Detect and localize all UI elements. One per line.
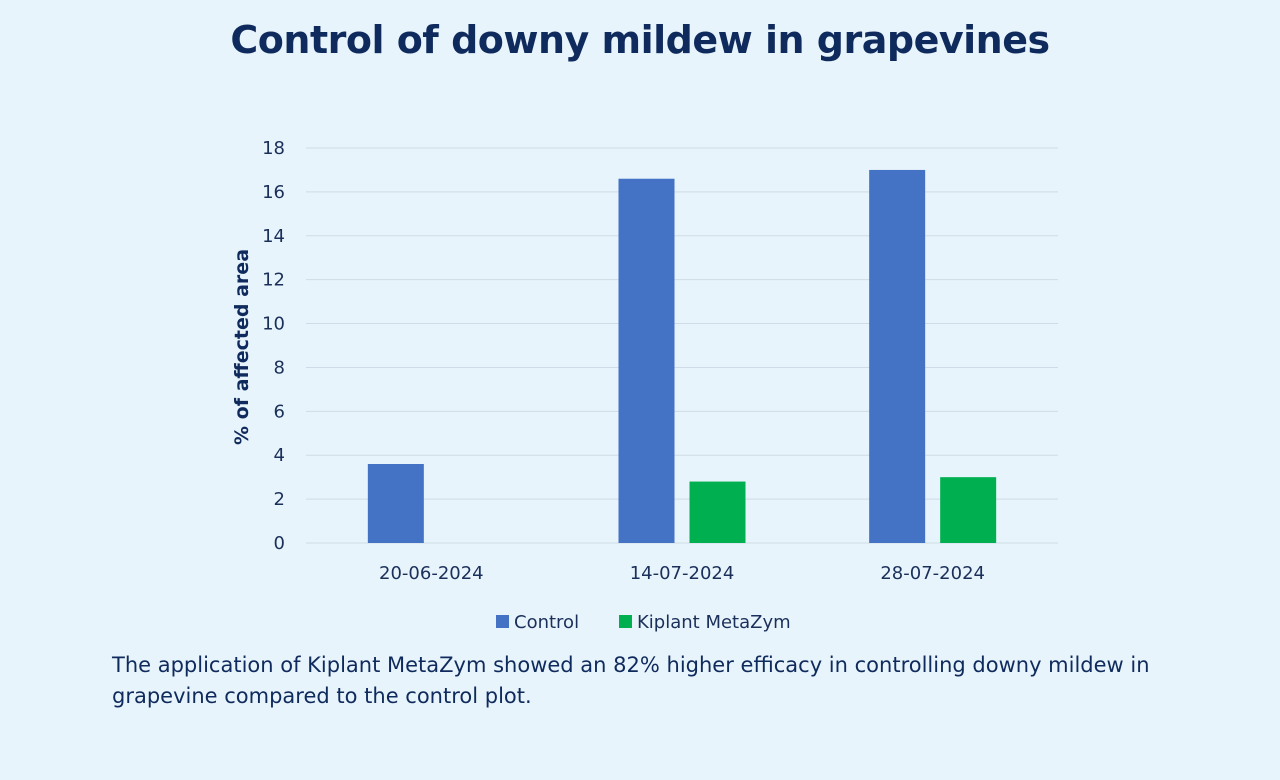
bar-control-14-07-2024 bbox=[618, 178, 675, 543]
y-axis-label: % of affected area bbox=[231, 249, 253, 445]
y-tick-label: 14 bbox=[262, 226, 285, 247]
x-tick-label: 20-06-2024 bbox=[379, 563, 484, 584]
x-axis-ticks: 20-06-2024 14-07-2024 28-07-2024 bbox=[379, 563, 985, 584]
bar-control-20-06-2024 bbox=[367, 464, 424, 543]
y-tick-label: 6 bbox=[274, 401, 285, 422]
legend-label: Control bbox=[514, 612, 579, 633]
y-tick-label: 2 bbox=[274, 489, 285, 510]
y-tick-label: 10 bbox=[262, 314, 285, 335]
y-axis-ticks: 0 2 4 6 8 10 12 14 16 18 bbox=[262, 138, 285, 554]
y-tick-label: 0 bbox=[274, 533, 285, 554]
x-tick-label: 14-07-2024 bbox=[630, 563, 735, 584]
bar-control-28-07-2024 bbox=[869, 169, 926, 543]
bar-kiplant-metazym-28-07-2024 bbox=[940, 477, 997, 543]
caption-text: The application of Kiplant MetaZym showe… bbox=[112, 653, 1150, 708]
gridlines bbox=[306, 147, 1058, 544]
bar-kiplant-metazym-14-07-2024 bbox=[689, 481, 746, 543]
y-tick-label: 16 bbox=[262, 182, 285, 203]
y-tick-label: 12 bbox=[262, 270, 285, 291]
legend: Control Kiplant MetaZym bbox=[496, 612, 791, 633]
x-tick-label: 28-07-2024 bbox=[880, 563, 985, 584]
y-tick-label: 18 bbox=[262, 138, 285, 159]
y-tick-label: 8 bbox=[274, 357, 285, 378]
legend-swatch-control bbox=[496, 615, 509, 628]
legend-swatch-kiplant-metazym bbox=[619, 615, 632, 628]
y-tick-label: 4 bbox=[274, 445, 285, 466]
bar-chart: 0 2 4 6 8 10 12 14 16 18 % of affected area 20-06… bbox=[231, 138, 1058, 633]
page-title: Control of downy mildew in grapevines bbox=[230, 18, 1050, 62]
bars bbox=[367, 169, 997, 543]
legend-label: Kiplant MetaZym bbox=[637, 612, 791, 633]
